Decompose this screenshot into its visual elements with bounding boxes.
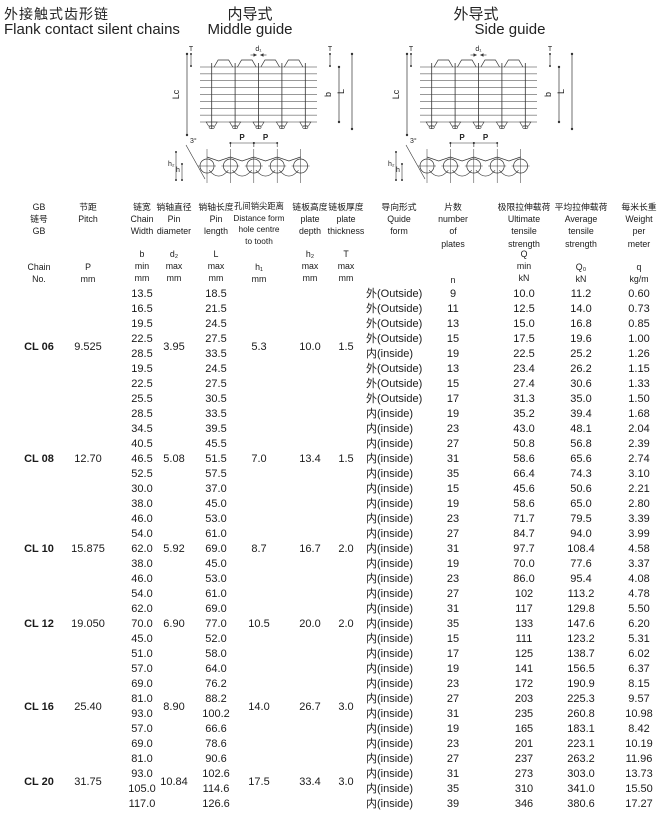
svg-text:L: L [556, 89, 566, 94]
svg-text:T: T [548, 46, 553, 53]
svg-text:L: L [336, 89, 346, 94]
svg-text:h₂: h₂ [168, 161, 175, 168]
svg-text:3°: 3° [410, 137, 417, 145]
svg-text:h: h [176, 167, 180, 174]
svg-text:T: T [328, 46, 333, 53]
svg-text:d₁: d₁ [255, 46, 262, 53]
svg-text:P: P [483, 133, 489, 142]
svg-text:h₂: h₂ [388, 161, 395, 168]
svg-text:T: T [189, 46, 194, 53]
svg-text:P: P [239, 133, 245, 142]
svg-text:P: P [459, 133, 465, 142]
svg-text:b: b [543, 92, 553, 97]
svg-text:Lc: Lc [171, 89, 181, 99]
svg-text:Lc: Lc [391, 89, 401, 99]
svg-text:P: P [263, 133, 269, 142]
svg-text:b: b [323, 92, 333, 97]
svg-text:3°: 3° [190, 137, 197, 145]
svg-text:T: T [409, 46, 414, 53]
svg-text:h: h [396, 167, 400, 174]
svg-text:d₁: d₁ [475, 46, 482, 53]
